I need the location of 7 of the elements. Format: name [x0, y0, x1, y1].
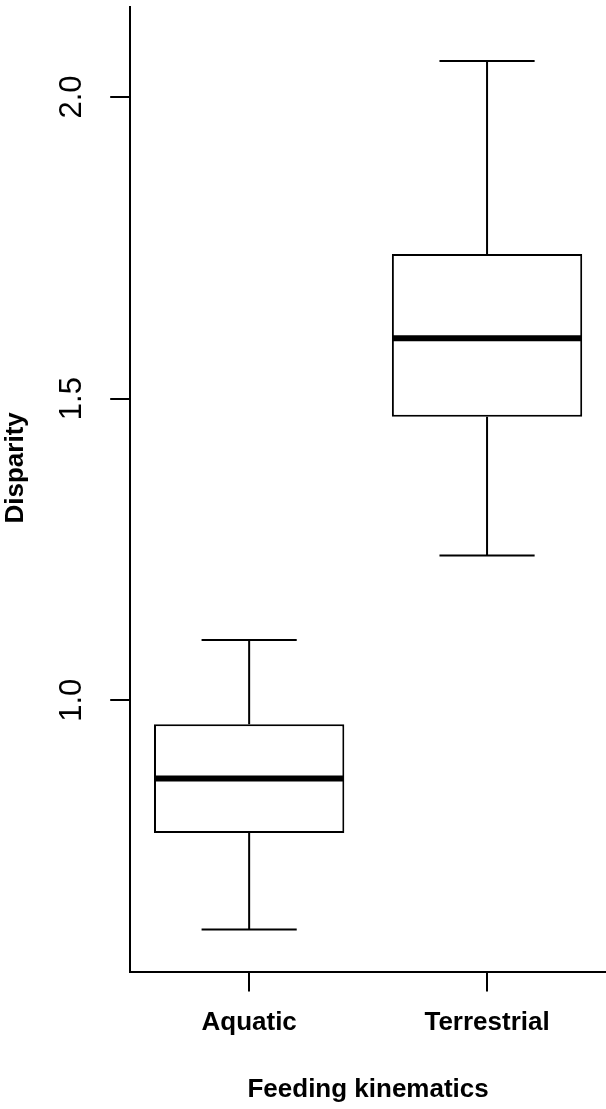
y-tick-label: 2.0 — [53, 75, 89, 119]
x-tick-label: Aquatic — [201, 1006, 297, 1037]
x-tick-label: Terrestrial — [424, 1006, 550, 1037]
y-tick-label: 1.0 — [53, 678, 89, 722]
y-tick-label: 1.5 — [53, 377, 89, 421]
x-axis-title: Feeding kinematics — [247, 1072, 489, 1103]
y-axis-title: Disparity — [0, 411, 30, 524]
